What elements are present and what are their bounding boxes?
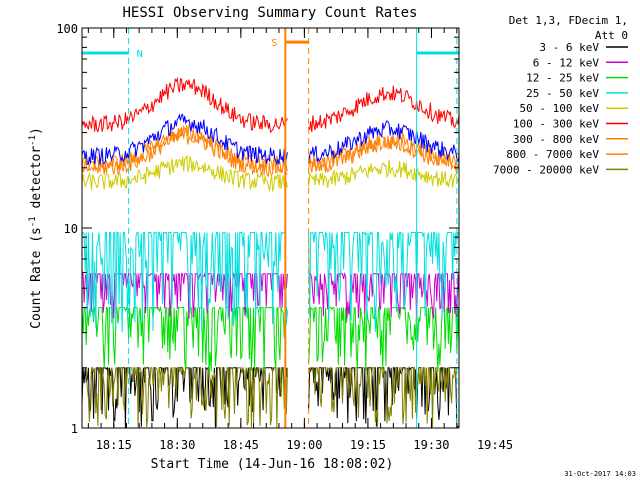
legend: Det 1,3, FDecim 1, Att 0 3 - 6 keV 6 - 12… <box>493 14 628 176</box>
night-label: N <box>137 49 143 60</box>
x-tick-label: 19:45 <box>477 438 513 452</box>
series-trace <box>82 230 459 333</box>
saa-label: S <box>271 38 277 49</box>
series-25-50-kev <box>82 230 459 333</box>
legend-label: 800 - 7000 keV <box>506 148 599 161</box>
legend-label: 12 - 25 keV <box>526 72 599 85</box>
series-100-300-kev <box>81 76 460 134</box>
legend-label: 7000 - 20000 keV <box>493 163 599 176</box>
y-tick-label: 100 <box>56 22 78 36</box>
legend-label: 300 - 800 keV <box>513 133 599 146</box>
series-50-100-kev <box>81 155 460 193</box>
generation-timestamp: 31-Oct-2017 14:03 <box>564 470 636 478</box>
legend-label: 3 - 6 keV <box>539 41 599 54</box>
y-axis-label: Count Rate (s-1 detector-1) <box>28 127 44 329</box>
series-12-25-kev <box>81 305 460 372</box>
x-axis-label: Start Time (14-Jun-16 18:08:02) <box>151 457 394 472</box>
series-trace <box>81 155 460 193</box>
series-6-12-kev <box>82 271 460 320</box>
x-tick-label: 18:45 <box>223 438 259 452</box>
y-tick-label: 1 <box>71 422 78 436</box>
series-blue-trace <box>81 113 460 166</box>
x-tick-label: 19:00 <box>286 438 322 452</box>
y-label-sup-2: -1 <box>28 135 38 146</box>
x-tick-label: 19:30 <box>413 438 449 452</box>
y-label-part-1: Count Rate (s <box>29 227 44 329</box>
series-7000-20000-kev <box>82 365 459 428</box>
y-tick-label: 10 <box>64 222 78 236</box>
series-trace <box>81 305 460 372</box>
series-trace <box>82 271 460 320</box>
y-label-sup-1: -1 <box>28 216 38 227</box>
series-trace <box>82 365 459 428</box>
axis-layer: 1 10 100 18:15 18:30 18:45 19:00 19:15 19:30 19:4… <box>56 22 513 452</box>
y-label-part-2: detector <box>29 146 44 217</box>
legend-label: 25 - 50 keV <box>526 87 599 100</box>
x-tick-label: 18:15 <box>96 438 132 452</box>
series-layer <box>81 76 460 429</box>
series-trace <box>81 76 460 134</box>
chart-title: HESSI Observing Summary Count Rates <box>122 5 417 21</box>
legend-label: 50 - 100 keV <box>520 102 600 115</box>
x-tick-label: 18:30 <box>159 438 195 452</box>
series-trace <box>81 113 460 166</box>
legend-header-line-1: Det 1,3, FDecim 1, <box>509 14 628 27</box>
x-tick-label: 19:15 <box>350 438 386 452</box>
legend-label: 100 - 300 keV <box>513 118 599 131</box>
legend-header-line-2: Att 0 <box>595 29 628 42</box>
legend-label: 6 - 12 keV <box>533 56 600 69</box>
y-label-part-3: ) <box>29 127 44 135</box>
